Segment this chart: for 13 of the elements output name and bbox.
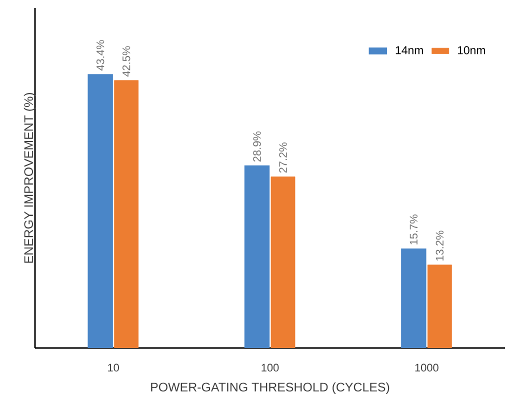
x-tick-label: 10 — [108, 364, 119, 372]
x-tick-label: 100 — [262, 364, 279, 372]
data-label: 27.2% — [279, 142, 287, 173]
data-label: 43.4% — [96, 40, 104, 71]
data-label: 13.2% — [436, 230, 444, 261]
data-label: 42.5% — [122, 46, 130, 77]
data-label: 28.9% — [253, 131, 261, 162]
x-axis-title: POWER-GATING THRESHOLD (CYCLES) — [151, 382, 390, 394]
data-label: 15.7% — [410, 214, 418, 244]
legend-label: 14nm — [396, 46, 423, 54]
x-tick-label: 1000 — [415, 364, 438, 372]
legend-label: 10nm — [458, 46, 485, 54]
y-axis-title: ENERGY IMPROVEMENT (%) — [24, 92, 36, 263]
